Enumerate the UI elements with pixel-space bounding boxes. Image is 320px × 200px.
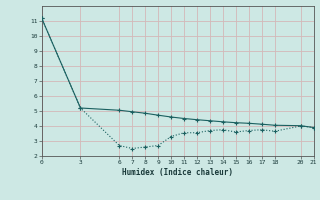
- X-axis label: Humidex (Indice chaleur): Humidex (Indice chaleur): [122, 168, 233, 177]
